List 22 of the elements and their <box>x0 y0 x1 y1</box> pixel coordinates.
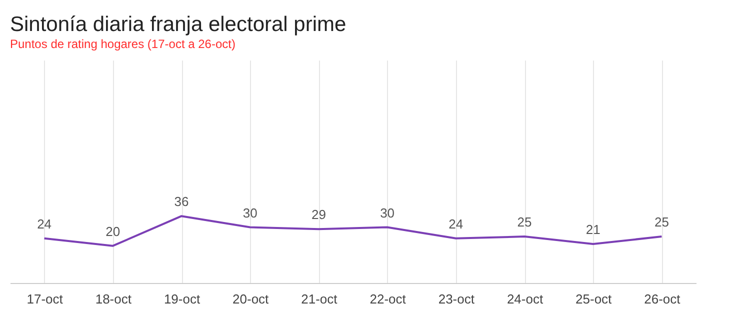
x-tick-label: 18-oct <box>95 292 132 306</box>
x-tick-label: 17-oct <box>26 292 64 306</box>
x-tick-label: 21-oct <box>301 292 338 306</box>
data-label: 29 <box>311 207 326 222</box>
data-label: 21 <box>586 222 600 237</box>
data-label: 24 <box>448 216 464 232</box>
chart-subtitle: Puntos de rating hogares (17-oct a 26-oct) <box>10 37 236 51</box>
x-tick-label: 20-oct <box>232 292 270 306</box>
x-tick-label: 25-oct <box>576 292 612 306</box>
data-label: 25 <box>654 214 669 230</box>
chart-title: Sintonía diaria franja electoral prime <box>10 13 346 36</box>
x-tick-label: 24-oct <box>506 292 544 306</box>
x-tick-label: 26-oct <box>644 292 681 306</box>
x-tick-label: 23-oct <box>438 292 475 306</box>
data-label: 30 <box>242 205 258 220</box>
x-tick-label: 22-oct <box>370 292 406 306</box>
x-tick-label: 19-oct <box>164 292 200 306</box>
data-label: 20 <box>106 224 120 239</box>
data-label: 24 <box>37 216 52 232</box>
data-label: 25 <box>517 214 532 230</box>
data-label: 36 <box>174 194 189 210</box>
data-label: 30 <box>380 205 395 220</box>
